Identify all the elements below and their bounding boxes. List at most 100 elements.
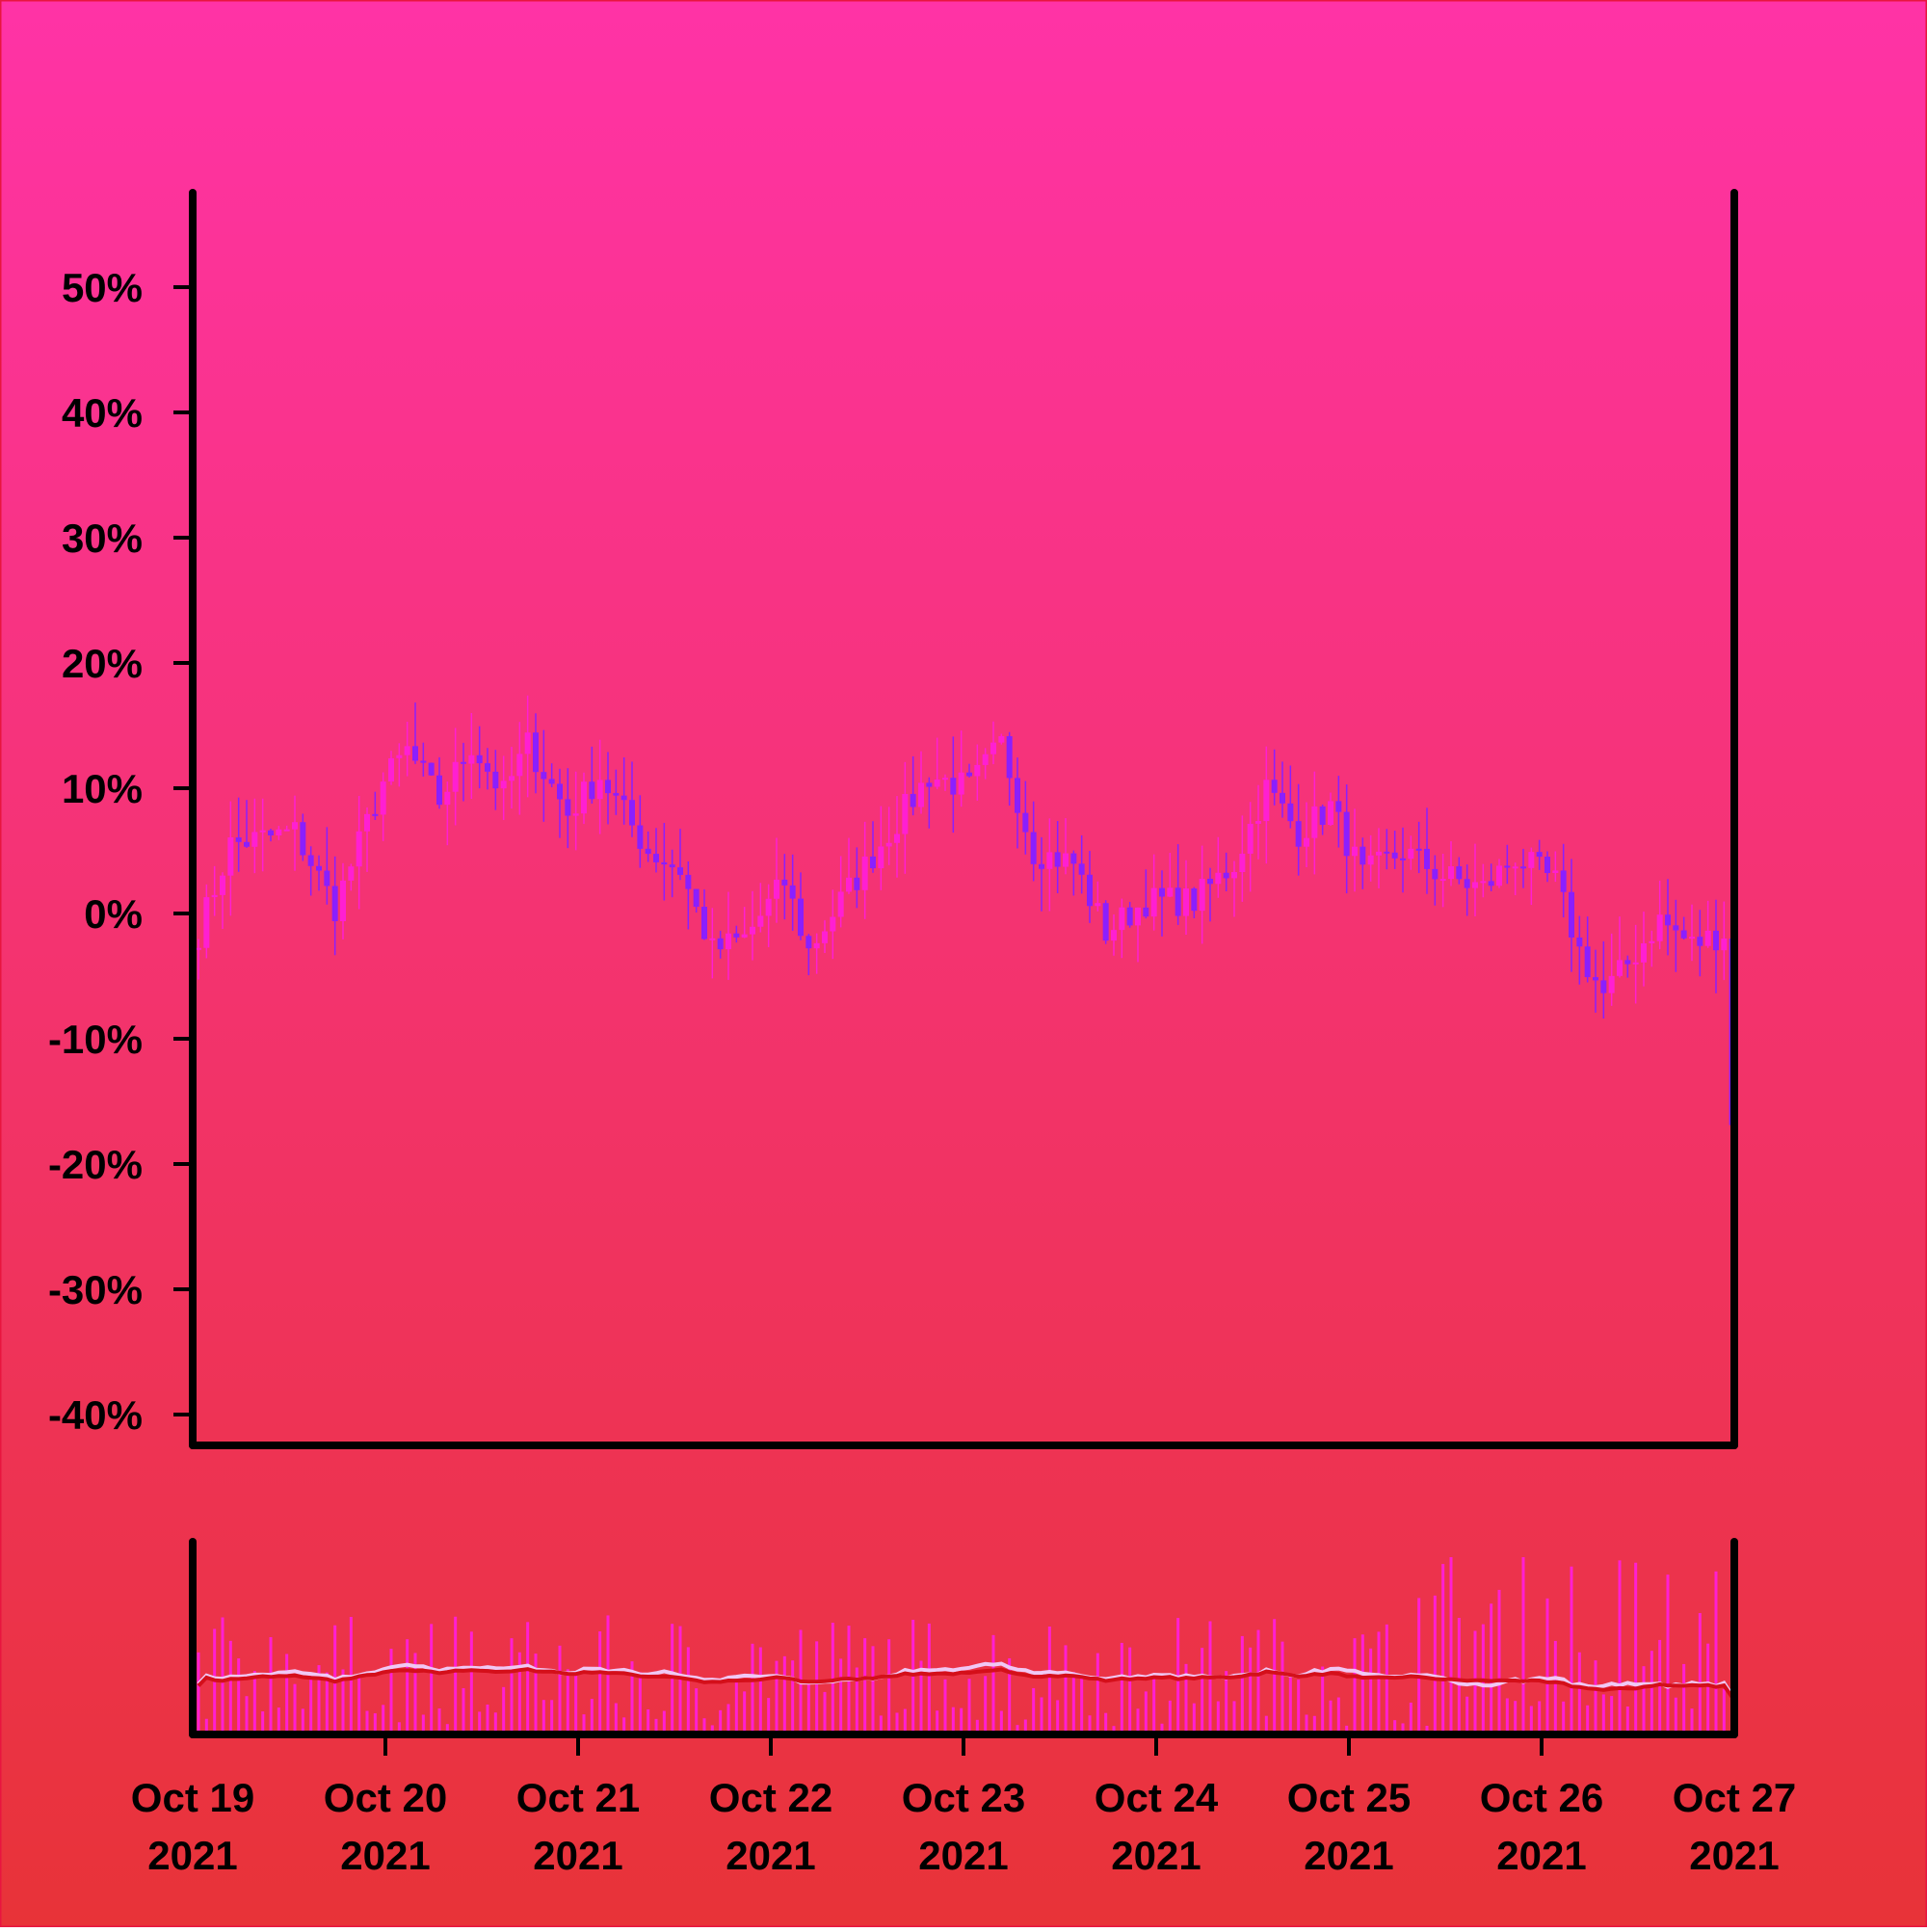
candle-body [1167, 887, 1174, 897]
volume-bar [1401, 1723, 1405, 1731]
volume-bar [1080, 1677, 1084, 1731]
volume-bar [1353, 1638, 1357, 1731]
volume-bar [204, 1718, 208, 1731]
candle-body [661, 861, 668, 865]
volume-bar [1128, 1647, 1132, 1731]
volume-bar [1056, 1700, 1060, 1731]
candle-body [701, 907, 707, 940]
candle-body [1512, 866, 1518, 869]
candle-body [837, 891, 844, 917]
volume-bar [574, 1670, 578, 1731]
candle-body [1022, 812, 1029, 833]
candle-body [1335, 801, 1342, 812]
volume-bar [1625, 1706, 1629, 1731]
volume-bar [630, 1661, 634, 1731]
candle-body [1231, 872, 1237, 879]
candle-body [1680, 930, 1687, 939]
volume-bar [863, 1638, 867, 1731]
volume-bar [1642, 1666, 1646, 1731]
candle-body [1319, 806, 1326, 826]
volume-bar [1201, 1648, 1204, 1731]
candle-body [910, 793, 916, 807]
volume-bar [221, 1617, 224, 1731]
x-tick-label-year: 2021 [1111, 1833, 1201, 1878]
volume-bar [397, 1722, 401, 1731]
volume-moving-averages [197, 1661, 1734, 1699]
volume-bar [1393, 1720, 1397, 1731]
volume-bar [815, 1641, 819, 1731]
candle-body [958, 772, 964, 795]
volume-bar [309, 1672, 313, 1731]
candle-body [1030, 832, 1037, 864]
x-tick-label-year: 2021 [726, 1833, 815, 1878]
candle-body [581, 781, 587, 814]
candle-body [404, 746, 410, 755]
volume-bar [1529, 1706, 1533, 1731]
candle-body [966, 772, 972, 777]
volume-bar [1714, 1571, 1718, 1731]
candle-body [846, 877, 852, 892]
candle-body [492, 771, 499, 789]
candle-body [741, 934, 748, 938]
volume-bar [1521, 1557, 1525, 1731]
candle-body [878, 846, 884, 869]
volume-bar [252, 1671, 256, 1731]
candle-body [1689, 937, 1695, 940]
candle-body [926, 782, 933, 787]
volume-bar [936, 1710, 939, 1731]
candle-body [1384, 851, 1390, 854]
candle-body [324, 870, 330, 887]
volume-bar [1594, 1660, 1597, 1731]
candle-body [1432, 868, 1439, 880]
volume-bar [1321, 1666, 1325, 1731]
volume-bar [1553, 1640, 1557, 1731]
volume-bar [686, 1647, 690, 1731]
candle-body [1448, 866, 1454, 880]
volume-bar [261, 1711, 265, 1731]
candle-body [331, 886, 338, 921]
price-panel-frame [189, 189, 1738, 1449]
candle-body [1528, 852, 1535, 868]
candle-body [509, 776, 515, 781]
volume-bar [406, 1639, 409, 1731]
candle-body [1015, 778, 1020, 813]
volume-bar [991, 1634, 995, 1731]
volume-bar [1144, 1691, 1148, 1731]
candle-body [1255, 821, 1261, 824]
candle-body [1039, 863, 1044, 869]
candle-body [251, 832, 258, 847]
candle-body [380, 781, 386, 815]
candle-body [372, 813, 379, 816]
volume-bar [726, 1704, 730, 1731]
volume-bar [984, 1676, 988, 1731]
volume-bar [1682, 1663, 1686, 1731]
x-tick-label: Oct 27 [1673, 1775, 1796, 1820]
candle-body [1641, 942, 1647, 963]
volume-bar [197, 1652, 200, 1731]
volume-bar [767, 1698, 771, 1731]
candle-body [669, 864, 675, 868]
volume-bar [301, 1708, 304, 1731]
candle-body [1054, 852, 1061, 867]
candle-body [364, 813, 370, 832]
candle-body [982, 754, 989, 765]
candle-body [596, 780, 603, 800]
candle-body [1560, 870, 1567, 892]
volume-bar [855, 1667, 858, 1731]
candle-body [1150, 887, 1157, 917]
volume-bar [831, 1623, 834, 1731]
candle-body [1673, 925, 1679, 931]
candle-body [1159, 887, 1165, 897]
volume-bar [1345, 1725, 1349, 1731]
volume-bar [558, 1645, 562, 1731]
volume-bar [967, 1679, 971, 1731]
x-tick-label: Oct 21 [516, 1775, 640, 1820]
candle-body [541, 772, 547, 780]
volume-bar [1722, 1688, 1726, 1731]
candle-body [1070, 853, 1077, 864]
volume-bar [325, 1672, 329, 1731]
candle-body [629, 800, 635, 826]
volume-bar [285, 1654, 289, 1731]
volume-bar [734, 1680, 738, 1731]
